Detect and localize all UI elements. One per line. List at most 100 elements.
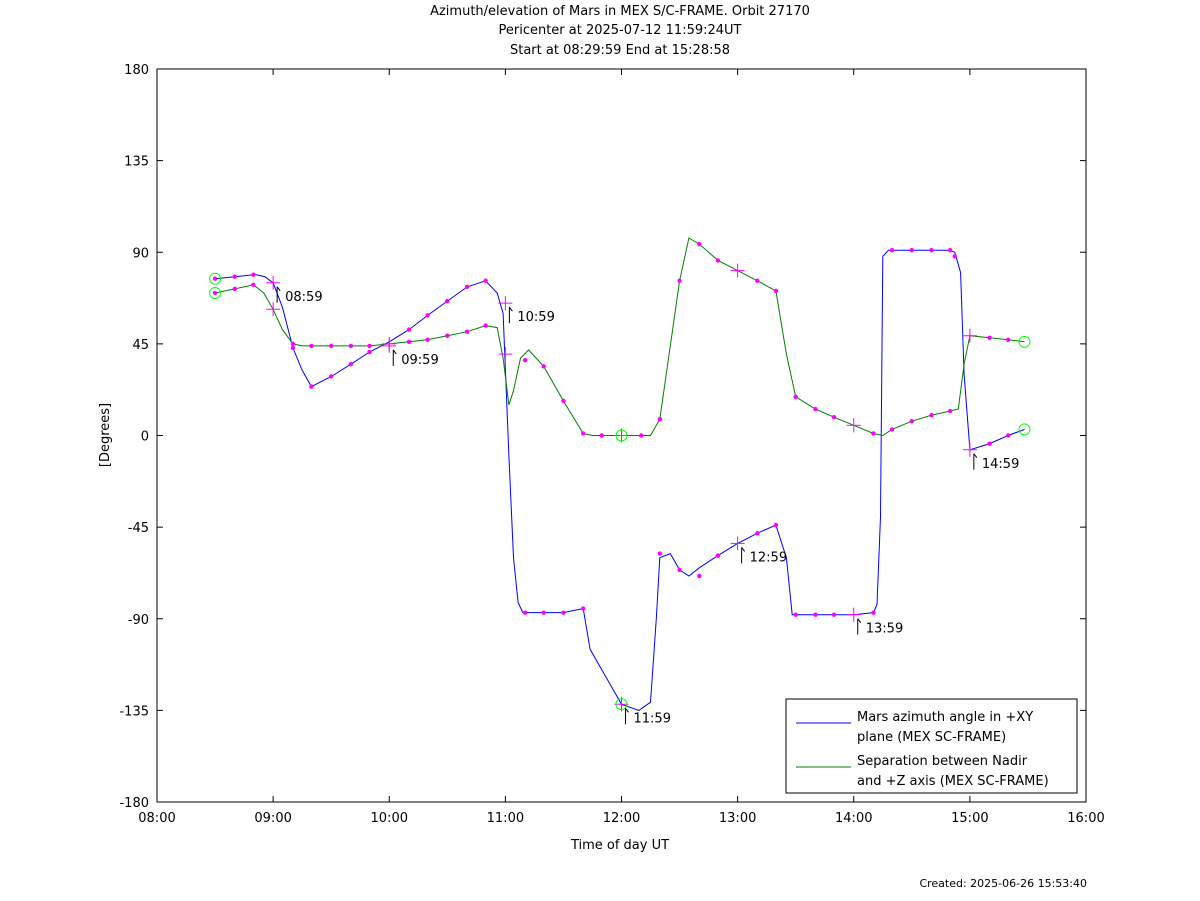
data-point bbox=[522, 357, 528, 363]
data-point bbox=[657, 551, 663, 556]
data-point bbox=[715, 553, 721, 558]
data-point bbox=[483, 278, 488, 283]
legend-box bbox=[785, 698, 1078, 794]
data-point bbox=[831, 612, 837, 617]
data-point bbox=[773, 522, 779, 528]
time-annotation: 14:59 bbox=[973, 453, 1019, 472]
data-point bbox=[328, 374, 334, 379]
data-point bbox=[889, 427, 895, 432]
data-point bbox=[348, 362, 354, 367]
data-point bbox=[367, 343, 372, 349]
data-point bbox=[522, 610, 528, 615]
data-point bbox=[909, 419, 915, 424]
hour-marker bbox=[614, 697, 629, 712]
y-tick-label: 45 bbox=[132, 338, 149, 353]
hour-marker bbox=[498, 347, 513, 362]
time-annotation: 11:59 bbox=[625, 707, 671, 726]
data-point bbox=[987, 441, 992, 446]
data-point bbox=[541, 610, 546, 615]
data-point bbox=[755, 278, 760, 283]
data-point bbox=[871, 610, 876, 615]
data-point bbox=[677, 278, 682, 283]
endpoint-marker bbox=[1018, 423, 1031, 436]
x-tick-label: 16:00 bbox=[1067, 811, 1104, 826]
data-point bbox=[348, 343, 354, 349]
legend-label-separation-2: and +Z axis (MEX SC-FRAME) bbox=[857, 774, 1049, 789]
legend-label-azimuth-1: Mars azimuth angle in +XY bbox=[857, 710, 1033, 725]
data-point bbox=[290, 345, 296, 351]
time-annotation: 12:59 bbox=[741, 547, 787, 565]
hour-marker bbox=[846, 418, 861, 433]
data-point bbox=[561, 610, 566, 615]
data-point bbox=[831, 414, 837, 420]
data-point bbox=[309, 384, 314, 389]
y-tick-label: 0 bbox=[141, 430, 149, 445]
x-tick-label: 12:00 bbox=[603, 811, 640, 826]
x-tick-label: 09:00 bbox=[254, 811, 291, 826]
data-point bbox=[813, 406, 818, 412]
data-point bbox=[251, 272, 256, 277]
data-point bbox=[212, 276, 218, 281]
endpoint-marker bbox=[209, 286, 222, 299]
data-point bbox=[1005, 337, 1011, 343]
data-point bbox=[541, 364, 546, 369]
data-point bbox=[889, 248, 895, 253]
data-point bbox=[793, 612, 798, 617]
y-axis-label: [Degrees] bbox=[98, 403, 113, 467]
time-annotation-label: 12:59 bbox=[750, 550, 787, 565]
time-annotation-label: 13:59 bbox=[866, 622, 903, 637]
x-tick-label: 14:00 bbox=[835, 811, 872, 826]
chart-title: Azimuth/elevation of Mars in MEX S/C-FRA… bbox=[430, 4, 810, 19]
hour-marker bbox=[614, 428, 629, 443]
y-tick-label: -90 bbox=[128, 613, 149, 628]
y-tick-label: 135 bbox=[124, 155, 149, 170]
data-point bbox=[947, 248, 953, 253]
data-point bbox=[929, 248, 934, 253]
x-tick-label: 11:00 bbox=[487, 811, 524, 826]
data-point bbox=[909, 248, 915, 253]
data-point bbox=[813, 612, 818, 617]
chart-subtitle-start-end: Start at 08:29:59 End at 15:28:58 bbox=[509, 43, 731, 58]
endpoint-marker bbox=[615, 429, 628, 442]
data-point bbox=[309, 343, 314, 349]
y-tick-label: 90 bbox=[132, 246, 149, 261]
data-point bbox=[1005, 433, 1011, 438]
y-tick-label: -135 bbox=[119, 704, 149, 719]
legend: Mars azimuth angle in +XY plane (MEX SC-… bbox=[785, 698, 1078, 794]
endpoint-marker bbox=[1018, 335, 1031, 348]
data-point bbox=[212, 290, 218, 296]
x-tick-label: 13:00 bbox=[719, 811, 756, 826]
data-point bbox=[871, 431, 876, 436]
data-point bbox=[328, 343, 334, 349]
data-point bbox=[715, 258, 721, 263]
data-point bbox=[561, 398, 566, 404]
data-point bbox=[464, 284, 470, 290]
time-annotation: 13:59 bbox=[857, 618, 903, 637]
data-point bbox=[580, 606, 586, 611]
time-annotation-label: 14:59 bbox=[982, 457, 1019, 472]
data-point bbox=[599, 433, 604, 438]
data-point bbox=[755, 531, 760, 536]
hour-marker bbox=[730, 536, 745, 551]
data-point bbox=[947, 408, 953, 414]
time-annotation: 09:59 bbox=[392, 349, 439, 368]
y-tick-label: -45 bbox=[128, 521, 149, 536]
legend-label-azimuth-2: plane (MEX SC-FRAME) bbox=[857, 730, 1006, 745]
data-point bbox=[987, 335, 992, 340]
data-point bbox=[232, 286, 238, 292]
hour-marker bbox=[962, 328, 977, 343]
hour-marker bbox=[498, 296, 513, 311]
data-point bbox=[425, 313, 430, 318]
x-tick-label: 15:00 bbox=[951, 811, 988, 826]
hour-marker bbox=[962, 442, 977, 457]
data-point bbox=[251, 282, 256, 288]
y-tick-label: 180 bbox=[124, 63, 149, 78]
hour-marker bbox=[266, 275, 281, 290]
created-timestamp: Created: 2025-06-26 15:53:40 bbox=[919, 877, 1087, 890]
time-annotation-label: 09:59 bbox=[401, 353, 438, 368]
data-point bbox=[657, 417, 663, 422]
data-point bbox=[793, 394, 798, 400]
data-point bbox=[952, 254, 957, 259]
endpoint-marker bbox=[615, 698, 628, 711]
data-point bbox=[697, 241, 702, 247]
